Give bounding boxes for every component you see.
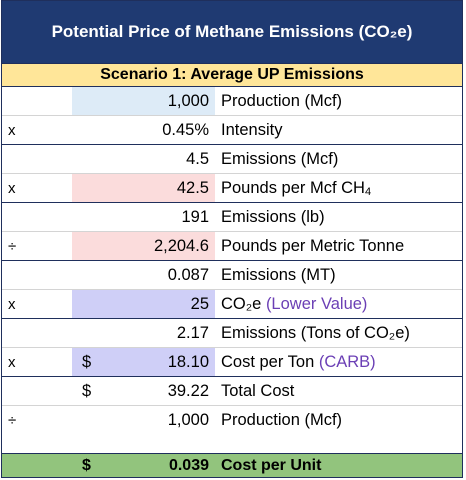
- value: 0.087: [167, 265, 209, 284]
- scenario-header: Scenario 1: Average UP Emissions: [2, 63, 462, 87]
- operator: [8, 203, 28, 231]
- row-co2e: x 25 CO₂e (Lower Value): [2, 290, 462, 319]
- value-cell: 2,204.6: [72, 232, 215, 260]
- operator: ÷: [8, 237, 17, 255]
- row-emissions-tons: 2.17 Emissions (Tons of CO₂e): [2, 319, 462, 348]
- value-cell: $ 18.10: [72, 348, 215, 376]
- operator: [8, 319, 28, 347]
- value-cell: 2.17: [72, 319, 215, 347]
- operator: [8, 145, 28, 173]
- row-emissions-mt: 0.087 Emissions (MT): [2, 261, 462, 290]
- row-label: Emissions (Tons of CO₂e): [221, 323, 410, 342]
- row-label: Total Cost: [221, 381, 295, 400]
- row-pounds-per-mcf: x 42.5 Pounds per Mcf CH 4: [2, 174, 462, 203]
- value: 1,000: [167, 91, 209, 110]
- value: 39.22: [167, 381, 209, 400]
- row-label: Pounds per Mcf CH 4: [221, 178, 372, 199]
- operator: x: [8, 353, 16, 371]
- table-title: Potential Price of Methane Emissions (CO…: [2, 1, 462, 63]
- operator: x: [8, 179, 16, 197]
- row-cost-per-unit: $ 0.039 Cost per Unit: [2, 453, 462, 477]
- operator: ÷: [8, 412, 17, 429]
- row-emissions-lb: 191 Emissions (lb): [2, 203, 462, 232]
- row-label: Production (Mcf): [221, 91, 343, 110]
- value: 18.10: [167, 352, 209, 371]
- value-cell: 0.087: [72, 261, 215, 289]
- row-total-cost: $ 39.22 Total Cost: [2, 377, 462, 406]
- value-cell: 1,000: [72, 406, 215, 435]
- value: 42.5: [176, 178, 209, 197]
- value: 191: [181, 207, 209, 226]
- calc-rows: 1,000 Production (Mcf) x 0.45% Intensity…: [2, 87, 462, 435]
- value-cell: 1,000: [72, 87, 215, 115]
- operator: [8, 261, 28, 289]
- row-production: 1,000 Production (Mcf): [2, 87, 462, 116]
- row-production-divisor: ÷ 1,000 Production (Mcf): [2, 406, 462, 435]
- row-note: (Lower Value): [265, 294, 368, 313]
- value: 0.45%: [162, 120, 209, 139]
- row-label: Cost per Ton (CARB): [221, 352, 376, 371]
- value-cell: 191: [72, 203, 215, 231]
- dollar-sign: $: [82, 456, 91, 474]
- value: 1,000: [167, 411, 209, 429]
- value-cell: $ 0.039: [72, 454, 215, 477]
- operator: [8, 87, 28, 115]
- value: 4.5: [186, 149, 209, 168]
- row-label: Emissions (lb): [221, 207, 325, 226]
- operator: x: [8, 121, 16, 139]
- value-cell: $ 39.22: [72, 377, 215, 405]
- row-label: Production (Mcf): [221, 411, 343, 429]
- operator: x: [8, 295, 16, 313]
- value: 2.17: [176, 323, 209, 342]
- value: 25: [190, 294, 209, 313]
- row-label: Emissions (MT): [221, 265, 336, 284]
- row-label: CO₂e (Lower Value): [221, 294, 368, 313]
- value: 2,204.6: [153, 236, 209, 255]
- row-label: Cost per Unit: [221, 456, 322, 474]
- row-note: (CARB): [318, 352, 376, 371]
- value-cell: 25: [72, 290, 215, 318]
- value-cell: 0.45%: [72, 116, 215, 144]
- dollar-sign: $: [82, 381, 92, 400]
- row-emissions-mcf: 4.5 Emissions (Mcf): [2, 145, 462, 174]
- row-label: Intensity: [221, 120, 283, 139]
- dollar-sign: $: [82, 352, 92, 371]
- row-pounds-per-tonne: ÷ 2,204.6 Pounds per Metric Tonne: [2, 232, 462, 261]
- row-cost-per-ton: x $ 18.10 Cost per Ton (CARB): [2, 348, 462, 377]
- row-label: Emissions (Mcf): [221, 149, 339, 168]
- row-label: Pounds per Metric Tonne: [221, 236, 405, 255]
- operator: [8, 377, 28, 405]
- subscript: 4: [364, 186, 372, 198]
- row-intensity: x 0.45% Intensity: [2, 116, 462, 145]
- value: 0.039: [168, 456, 209, 474]
- value-cell: 4.5: [72, 145, 215, 173]
- value-cell: 42.5: [72, 174, 215, 202]
